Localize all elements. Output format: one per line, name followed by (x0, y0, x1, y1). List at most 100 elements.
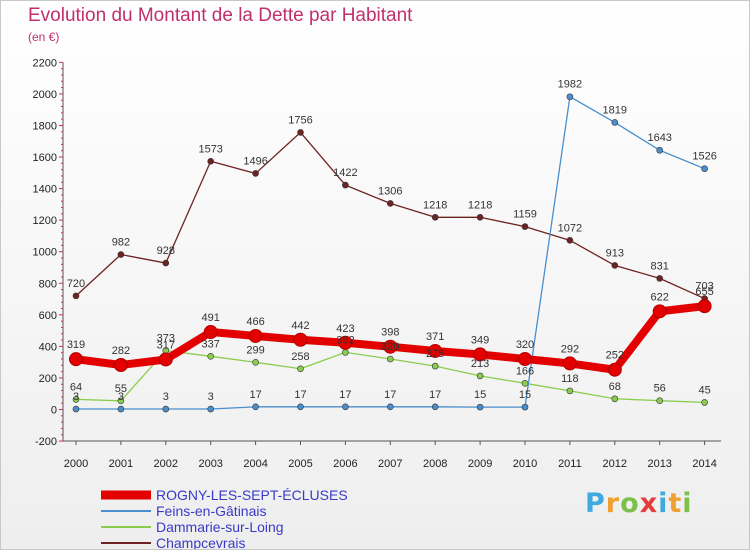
data-point (342, 349, 349, 356)
data-label: 55 (115, 383, 127, 395)
x-tick-label: 2008 (423, 458, 447, 470)
data-point (252, 403, 259, 411)
data-label: 17 (249, 389, 261, 401)
data-point (566, 387, 574, 395)
x-tick-label: 2007 (378, 458, 402, 470)
x-tick-label: 2005 (288, 458, 312, 470)
logo-letter: o (620, 488, 640, 519)
x-tick-label: 2013 (647, 458, 671, 470)
data-label: 15 (519, 389, 531, 401)
data-label: 3 (73, 391, 79, 403)
data-point (383, 339, 398, 354)
data-point (203, 325, 218, 340)
data-label: 320 (381, 341, 399, 353)
data-point (566, 93, 574, 101)
legend-swatch-feins (101, 510, 151, 512)
data-point (117, 251, 125, 258)
data-label: 1159 (513, 209, 537, 221)
data-point (656, 146, 664, 154)
data-label: 1218 (468, 199, 492, 211)
data-label: 1422 (333, 167, 357, 179)
data-point (431, 362, 439, 370)
data-label: 622 (651, 291, 669, 303)
data-point (72, 396, 80, 403)
data-label: 17 (429, 389, 441, 401)
data-label: 282 (112, 345, 130, 357)
data-label: 17 (384, 389, 396, 401)
data-point (297, 129, 304, 136)
x-tick-label: 2009 (468, 458, 492, 470)
data-label: 3 (118, 391, 124, 403)
data-label: 319 (67, 339, 85, 351)
data-label: 317 (157, 339, 175, 351)
data-label: 466 (246, 316, 264, 328)
data-label: 1573 (198, 143, 222, 155)
data-point (158, 352, 173, 367)
logo-letter: i (682, 488, 693, 519)
data-point (473, 347, 488, 362)
data-label: 45 (698, 384, 710, 396)
data-label: 1526 (692, 151, 716, 163)
data-label: 299 (246, 344, 264, 356)
data-label: 320 (516, 339, 534, 351)
data-point (117, 397, 125, 405)
data-label: 1819 (603, 104, 627, 116)
chart-unit: (en €) (28, 30, 60, 44)
data-point (428, 343, 443, 358)
data-label: 371 (426, 331, 444, 343)
data-point (386, 355, 394, 363)
data-label: 213 (471, 358, 489, 370)
logo-letter: t (668, 488, 683, 519)
data-point (697, 299, 712, 314)
data-point (72, 292, 80, 300)
logo-letter: P (585, 488, 606, 519)
data-point (207, 405, 214, 413)
data-label: 913 (606, 247, 624, 259)
logo-letter: i (658, 488, 669, 519)
data-point (117, 405, 125, 413)
data-point (252, 170, 259, 177)
data-label: 720 (67, 278, 85, 290)
data-point (701, 399, 708, 406)
legend-swatch-dammarie (101, 526, 151, 528)
legend-label-dammarie: Dammarie-sur-Loing (156, 519, 284, 535)
data-label: 423 (336, 323, 354, 335)
x-tick-label: 2012 (603, 458, 627, 470)
data-point (611, 262, 619, 269)
data-label: 64 (70, 381, 82, 393)
x-tick-label: 2006 (333, 458, 357, 470)
data-point (607, 362, 622, 377)
y-tick-label: 0 (51, 405, 57, 417)
data-point (252, 359, 259, 366)
data-label: 491 (202, 312, 220, 324)
data-label: 275 (426, 348, 444, 360)
data-label: 17 (294, 389, 306, 401)
x-tick-label: 2011 (558, 458, 582, 470)
data-point (476, 213, 484, 221)
y-tick-label: 1200 (33, 215, 57, 227)
data-point (338, 335, 353, 350)
x-tick-label: 2002 (154, 458, 178, 470)
y-tick-label: 2000 (33, 89, 57, 101)
data-label: 362 (336, 334, 354, 346)
data-point (386, 200, 394, 207)
data-label: 655 (695, 286, 713, 298)
legend-label-champcevrais: Champcevrais (156, 535, 246, 550)
legend-swatch-champcevrais (101, 542, 151, 544)
data-label: 349 (471, 334, 489, 346)
data-label: 1306 (378, 185, 402, 197)
x-tick-label: 2014 (692, 458, 716, 470)
series-line (75, 131, 706, 300)
data-label: 982 (112, 237, 130, 249)
data-point (248, 328, 263, 343)
data-label: 1496 (243, 155, 267, 167)
data-point (342, 403, 349, 411)
data-label: 15 (474, 389, 486, 401)
data-label: 1218 (423, 199, 447, 211)
data-point (293, 332, 308, 347)
data-label: 1982 (558, 79, 582, 91)
logo-letter: r (605, 488, 621, 519)
data-label: 337 (202, 338, 220, 350)
data-label: 292 (561, 343, 579, 355)
x-tick-label: 2010 (513, 458, 537, 470)
